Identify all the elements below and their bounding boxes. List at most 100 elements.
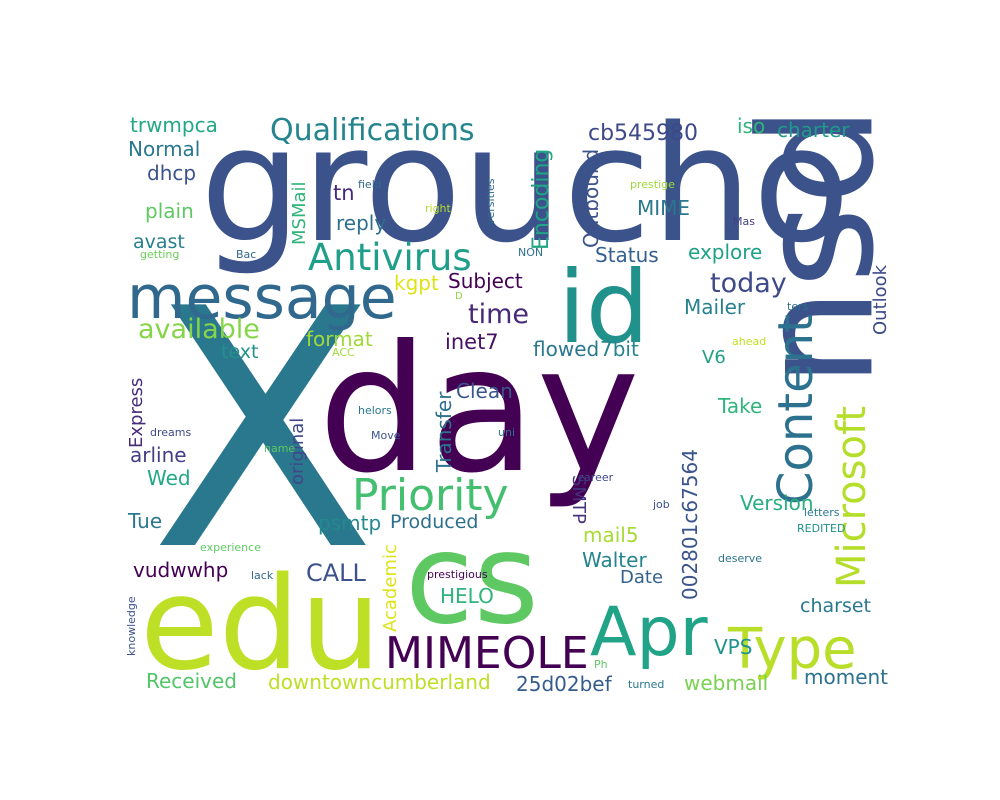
word-text: text [221,341,259,363]
word-bac: Bac [236,248,256,261]
word-charset: charset [800,595,871,617]
word-helors: helors [358,404,392,417]
word-lack: lack [251,569,274,582]
word-clean: Clean [456,379,513,403]
word-date: Date [620,567,663,588]
word-charter: charter [777,118,850,142]
word-kgpt: kgpt [394,271,439,295]
word-002801c67564: 002801c67564 [678,449,702,600]
word-antivirus: Antivirus [308,236,472,279]
word-getting: getting [140,248,179,261]
word-mail5: mail5 [583,523,639,547]
word-express: Express [126,378,147,448]
word-plain: plain [145,199,194,223]
word-original: original [287,418,308,485]
word-produced: Produced [390,511,478,533]
word-ph: Ph [594,658,608,671]
word-dreams: dreams [150,426,191,439]
word-right: right [425,202,452,215]
word-psu: psu [747,105,931,388]
word-d: D [455,291,463,302]
word-v6: V6 [702,347,726,368]
word-moment: moment [804,665,888,689]
word-psmtp: psmtp [318,511,381,535]
word-flowed: flowed [533,337,599,361]
word-day: day [318,309,640,512]
word-career: career [578,471,614,484]
word-wed: Wed [147,466,191,490]
word-call: CALL [306,559,367,587]
word-id: id [558,249,649,366]
word-turned: turned [628,678,664,691]
word-today: today [710,268,787,299]
word-available: available [138,314,260,345]
word-downtowncumberland: downtowncumberland [268,670,491,694]
word-status: Status [595,243,659,267]
word-cb545980: cb545980 [588,121,698,146]
word-helo: HELO [440,584,494,608]
word-outbound: Outbound [579,149,603,248]
word-outlook: Outlook [870,264,891,335]
word-experience: experience [200,541,261,554]
word-apr: Apr [590,593,708,672]
word-explore: explore [688,240,762,264]
word-reply: reply [336,211,386,235]
word-inet7: inet7 [445,330,499,354]
word-prestigious: prestigious [427,568,488,581]
word-x: X [150,239,376,623]
word-transfer: Transfer [432,391,456,473]
word-received: Received [146,669,237,693]
word-mailer: Mailer [684,295,746,319]
word-normal: Normal [128,137,200,161]
word-microsoft: Microsoft [829,406,875,588]
word-avast: avast [133,231,185,253]
word-vps: VPS [714,635,752,659]
word-format: format [306,327,373,351]
word-webmail: webmail [684,671,768,695]
word-dhcp: dhcp [147,161,196,185]
word-7bit: 7bit [600,337,639,361]
word-ters: ters [787,300,809,313]
word-redited: REDITED [797,522,845,535]
word-message: message [127,263,397,333]
word-priority: Priority [352,470,509,521]
word-academic: Academic [380,544,401,632]
word-letters: letters [804,506,840,519]
word-arline: arline [130,443,187,467]
word-type: Type [727,617,857,682]
word-knowledge: knowledge [125,596,138,656]
word-time: time [468,299,529,330]
word-ahead: ahead [732,335,766,348]
word-cs: cs [405,507,539,652]
word-smtp: SMTP [568,475,589,524]
word-vudwwhp: vudwwhp [133,558,228,582]
word-encoding: Encoding [529,149,554,250]
word-subject: Subject [448,269,523,293]
word-uni: uni [498,426,515,439]
word-25d02bef: 25d02bef [516,672,613,696]
word-content: Content [768,314,824,505]
word-walter: Walter [582,548,647,572]
word-take: Take [717,394,762,418]
word-trwmpca: trwmpca [130,113,218,137]
word-deserve: deserve [718,552,762,565]
word-tn: tn [333,181,355,205]
word-version: Version [740,491,814,515]
word-groucho: groucho [200,91,850,278]
word-mimeole: MIMEOLE [385,628,589,679]
word-non: NON [518,246,543,259]
word-job: job [652,498,670,511]
word-move: Move [371,429,401,442]
word-name: name [264,442,295,455]
word-acc: ACC [332,346,355,359]
word-tue: Tue [127,509,162,533]
word-mas: Mas [733,215,755,228]
word-prestige: prestige [630,178,675,191]
word-versities: versities [484,178,497,225]
word-msmail: MSMail [289,181,310,245]
word-edu: edu [140,550,381,699]
word-field: field [358,178,382,191]
word-qualifications: Qualifications [270,113,475,148]
